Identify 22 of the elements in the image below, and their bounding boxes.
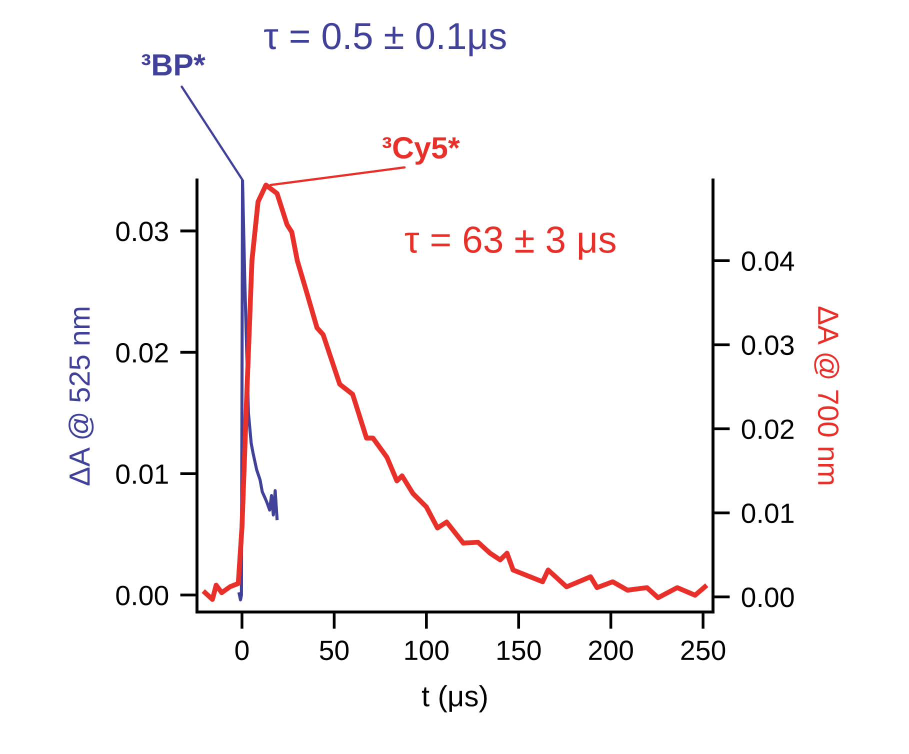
x-tick-label: 100 [405,640,448,660]
y-tick-label: 0.02 [116,342,168,363]
y2-tick-label: 0.01 [742,504,794,524]
y-tick-label: 0.01 [116,464,168,484]
y-tick-label: 0.03 [116,222,168,242]
y2-tick-label: 0.00 [742,588,794,608]
x-tick-label: 250 [681,640,726,660]
y2-tick-label: 0.03 [742,335,794,356]
y2-tick-label: 0.04 [742,251,794,272]
x-tick-label: 50 [320,640,349,660]
text: ³BP* [142,54,206,76]
x-axis-title: t (μs) [422,685,487,712]
x-tick-label: 200 [589,640,633,660]
y2-tick-label: 0.02 [742,419,794,440]
text: ³Cy5* [382,137,460,165]
y-axis-title: ΔA @ 525 nm [68,308,94,486]
y-tick-label: 0.00 [116,586,168,606]
annotation: τ = 63 ± 3 μs [405,226,616,260]
x-tick-label: 0 [235,640,249,660]
y2-axis-title: ΔA @ 700 nm [814,306,840,484]
text: τ = 0.5 ± 0.1μs [264,22,506,56]
x-tick-label: 150 [498,640,541,660]
